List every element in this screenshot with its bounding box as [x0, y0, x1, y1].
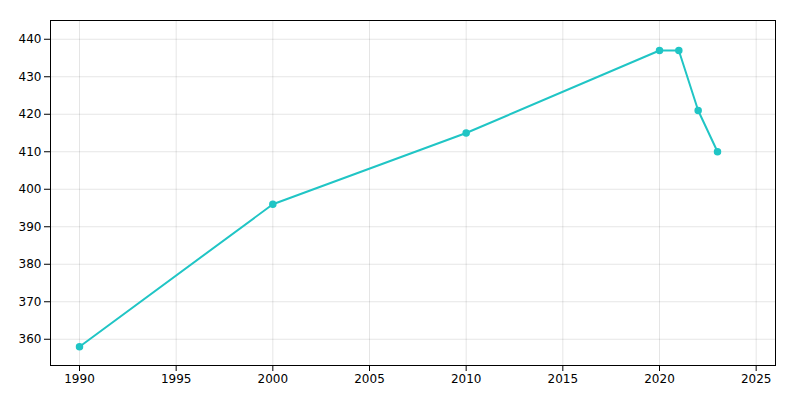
svg-text:1995: 1995: [161, 372, 192, 386]
svg-text:380: 380: [19, 257, 42, 271]
svg-text:360: 360: [19, 332, 42, 346]
svg-text:2025: 2025: [741, 372, 772, 386]
svg-text:410: 410: [19, 145, 42, 159]
svg-text:440: 440: [19, 32, 42, 46]
svg-text:2015: 2015: [548, 372, 579, 386]
svg-text:390: 390: [19, 220, 42, 234]
svg-text:1990: 1990: [64, 372, 95, 386]
svg-text:420: 420: [19, 107, 42, 121]
svg-text:430: 430: [19, 70, 42, 84]
svg-text:2020: 2020: [644, 372, 675, 386]
svg-text:2010: 2010: [451, 372, 482, 386]
svg-text:2005: 2005: [354, 372, 385, 386]
svg-text:2000: 2000: [258, 372, 289, 386]
svg-text:400: 400: [19, 182, 42, 196]
svg-text:370: 370: [19, 295, 42, 309]
